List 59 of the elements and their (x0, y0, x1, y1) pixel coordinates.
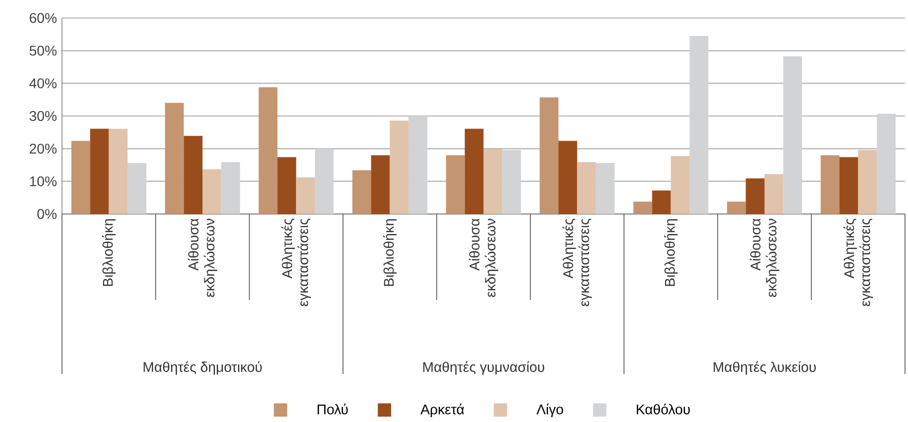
bar (90, 128, 109, 214)
y-tick-label: 10% (30, 176, 57, 186)
bar (314, 148, 334, 214)
bar (540, 97, 558, 214)
bar (652, 190, 671, 214)
y-tick-label: 40% (29, 78, 57, 88)
bar (165, 102, 184, 214)
bar (858, 150, 877, 214)
x-tick-label: Βιβλιοθήκη (102, 219, 116, 286)
x-tick-label: Αίθουσα εκδηλώσεων (188, 218, 218, 297)
x-tick-label: Αίθουσα εκδηλώσεων (468, 218, 498, 297)
y-tick-label: 50% (30, 46, 57, 56)
bar (184, 136, 202, 214)
bar (277, 157, 296, 214)
bar (446, 155, 465, 214)
legend-label: Λίγο (536, 404, 564, 418)
bar (596, 163, 615, 214)
bar (202, 169, 222, 214)
bar (484, 148, 502, 214)
bar (71, 140, 90, 214)
x-tick-label: Αθλητικές εγκαταστάσεις (843, 218, 873, 306)
bar (502, 150, 521, 214)
y-tick-label: 60% (30, 13, 57, 23)
bar (371, 155, 390, 214)
bar (839, 157, 858, 214)
bar (783, 56, 802, 214)
bar (558, 140, 578, 214)
bar (464, 128, 484, 214)
bar (577, 162, 596, 214)
bar (820, 155, 840, 214)
legend-label: Καθόλου (636, 404, 690, 414)
bar (408, 116, 428, 214)
bar (764, 174, 784, 214)
bar (727, 202, 746, 214)
bar (352, 170, 372, 214)
x-tick-label: Αθλητικές εγκαταστάσεις (281, 218, 311, 306)
x-tick-label: Αθλητικές εγκαταστάσεις (562, 218, 592, 306)
bar (108, 128, 128, 214)
bar (296, 177, 315, 214)
bar (221, 162, 240, 214)
bar (746, 178, 764, 214)
bar (690, 36, 708, 214)
text: Μαθητές δημοτικού (144, 361, 262, 375)
text: Μαθητές λυκείου (714, 361, 816, 375)
bar (258, 87, 278, 214)
text: Μαθητές γυμνασίου (423, 361, 544, 375)
y-tick-label: 0% (37, 209, 57, 219)
x-tick-label: Βιβλιοθήκη (383, 219, 397, 286)
bar (128, 163, 146, 214)
bar (633, 202, 652, 214)
x-tick-label: Βιβλιοθήκη (664, 219, 678, 286)
bar (876, 114, 896, 214)
legend-label: Αρκετά (420, 404, 464, 418)
legend-label: Πολύ (318, 404, 348, 414)
bar (390, 120, 409, 214)
x-tick-label: Αίθουσα εκδηλώσεων (750, 218, 780, 297)
y-tick-label: 30% (30, 111, 57, 121)
bar (670, 156, 690, 214)
y-tick-label: 20% (30, 144, 57, 154)
